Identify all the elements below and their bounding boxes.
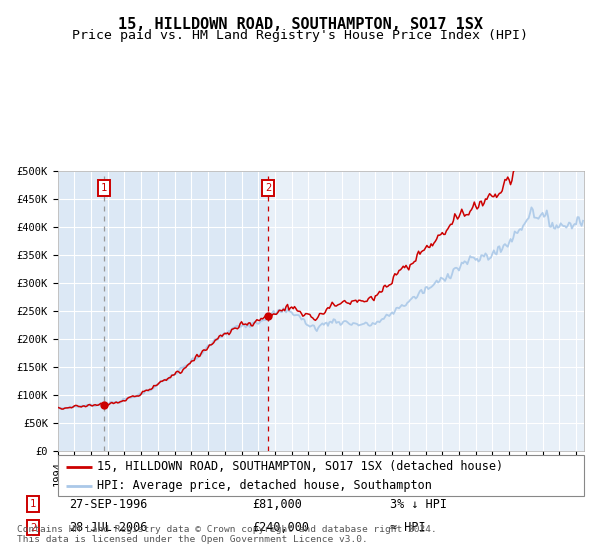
Text: Price paid vs. HM Land Registry's House Price Index (HPI): Price paid vs. HM Land Registry's House … (72, 29, 528, 42)
Text: 2: 2 (265, 183, 271, 193)
Text: £240,000: £240,000 (252, 521, 309, 534)
Text: 27-SEP-1996: 27-SEP-1996 (69, 497, 148, 511)
Text: Contains HM Land Registry data © Crown copyright and database right 2024.
This d: Contains HM Land Registry data © Crown c… (17, 525, 437, 544)
Text: 1: 1 (30, 499, 36, 509)
Text: 15, HILLDOWN ROAD, SOUTHAMPTON, SO17 1SX: 15, HILLDOWN ROAD, SOUTHAMPTON, SO17 1SX (118, 17, 482, 32)
Bar (58, 171, 268, 451)
Text: ≈ HPI: ≈ HPI (390, 521, 425, 534)
Text: £81,000: £81,000 (252, 497, 302, 511)
Text: 1: 1 (100, 183, 107, 193)
Text: 2: 2 (30, 522, 36, 533)
Text: 3% ↓ HPI: 3% ↓ HPI (390, 497, 447, 511)
Text: 28-JUL-2006: 28-JUL-2006 (69, 521, 148, 534)
Text: HPI: Average price, detached house, Southampton: HPI: Average price, detached house, Sout… (97, 479, 432, 492)
Text: 15, HILLDOWN ROAD, SOUTHAMPTON, SO17 1SX (detached house): 15, HILLDOWN ROAD, SOUTHAMPTON, SO17 1SX… (97, 460, 503, 473)
